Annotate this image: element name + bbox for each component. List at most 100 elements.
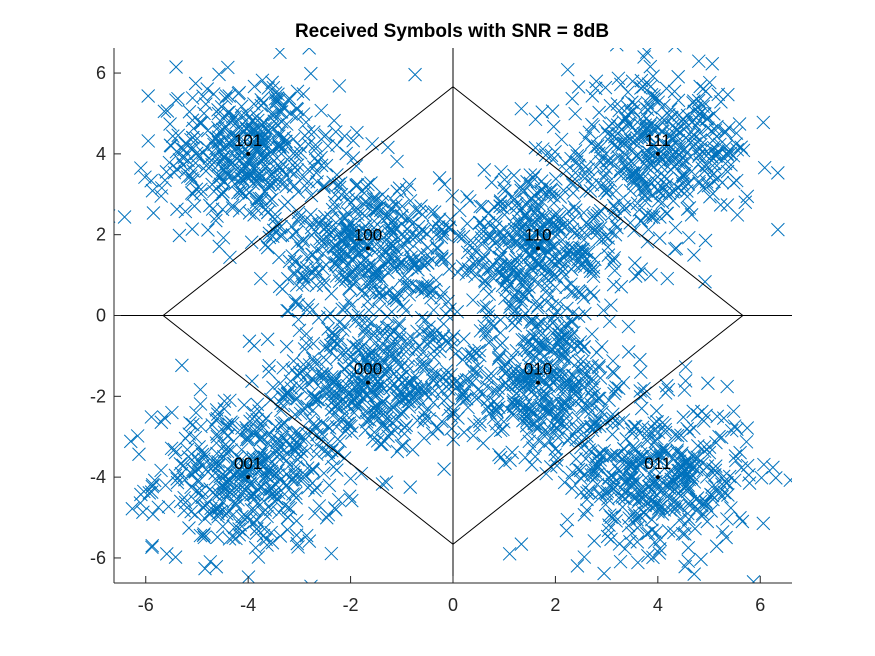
received-symbol-marker bbox=[547, 189, 561, 204]
received-symbol-marker bbox=[395, 270, 410, 285]
received-symbol-marker bbox=[217, 402, 232, 416]
received-symbol-marker bbox=[354, 466, 369, 481]
received-symbol-marker bbox=[482, 230, 497, 244]
received-symbol-marker bbox=[217, 175, 231, 189]
received-symbol-marker bbox=[756, 516, 771, 531]
received-symbol-marker bbox=[586, 289, 601, 303]
received-symbol-marker bbox=[679, 153, 693, 168]
received-symbol-marker bbox=[555, 264, 570, 279]
received-symbol-marker bbox=[208, 454, 223, 469]
received-symbol-marker bbox=[394, 369, 409, 384]
received-symbol-marker bbox=[197, 527, 211, 541]
received-symbol-marker bbox=[652, 546, 667, 560]
received-symbol-marker bbox=[276, 131, 290, 146]
received-symbol-marker bbox=[397, 236, 411, 251]
received-symbol-marker bbox=[134, 487, 148, 502]
received-symbol-marker bbox=[198, 499, 213, 513]
received-symbol-marker bbox=[559, 376, 573, 391]
received-symbol-marker bbox=[239, 420, 254, 435]
received-symbol-marker bbox=[165, 129, 180, 143]
received-symbol-marker bbox=[695, 506, 710, 521]
received-symbol-marker bbox=[141, 89, 156, 103]
received-symbol-marker bbox=[638, 188, 653, 203]
received-symbol-marker bbox=[271, 87, 285, 102]
received-symbol-marker bbox=[623, 458, 638, 473]
received-symbol-marker bbox=[600, 127, 615, 141]
received-symbol-marker bbox=[499, 273, 514, 288]
received-symbol-marker bbox=[612, 194, 627, 209]
received-symbol-marker bbox=[514, 183, 529, 198]
received-symbol-marker bbox=[601, 248, 616, 262]
received-symbol-marker bbox=[227, 520, 242, 535]
received-symbol-marker bbox=[159, 165, 174, 179]
received-symbol-marker bbox=[505, 257, 519, 272]
received-symbol-marker bbox=[516, 226, 531, 241]
received-symbol-marker bbox=[254, 194, 269, 209]
received-symbol-marker bbox=[251, 482, 265, 496]
received-symbol-marker bbox=[621, 319, 636, 334]
received-symbol-marker bbox=[641, 526, 656, 540]
received-symbol-marker bbox=[345, 426, 359, 440]
constellation-point bbox=[365, 380, 370, 385]
received-symbol-marker bbox=[444, 421, 459, 436]
received-symbol-marker bbox=[142, 486, 157, 500]
received-symbol-marker bbox=[349, 340, 364, 354]
received-symbol-marker bbox=[292, 323, 307, 338]
received-symbol-marker bbox=[609, 447, 624, 462]
received-symbol-marker bbox=[125, 501, 140, 516]
received-symbol-marker bbox=[171, 91, 185, 106]
received-symbol-marker bbox=[358, 423, 373, 438]
received-symbol-marker bbox=[270, 118, 285, 132]
received-symbol-marker bbox=[141, 134, 156, 148]
received-symbol-marker bbox=[289, 255, 303, 269]
received-symbol-marker bbox=[206, 459, 220, 473]
received-symbol-marker bbox=[160, 104, 175, 118]
received-symbol-marker bbox=[611, 415, 626, 430]
received-symbol-marker bbox=[207, 137, 221, 152]
received-symbol-marker bbox=[593, 453, 608, 467]
y-tick-label: 2 bbox=[96, 225, 106, 245]
received-symbol-marker bbox=[600, 529, 615, 544]
received-symbol-marker bbox=[316, 246, 330, 261]
received-symbol-marker bbox=[291, 452, 305, 467]
constellation-point bbox=[365, 246, 370, 251]
received-symbol-marker bbox=[381, 140, 395, 155]
received-symbol-marker bbox=[530, 300, 545, 315]
received-symbol-marker bbox=[337, 252, 352, 266]
received-symbol-marker bbox=[229, 162, 244, 177]
received-symbol-marker bbox=[617, 454, 632, 469]
received-symbol-marker bbox=[237, 398, 252, 412]
received-symbol-marker bbox=[254, 430, 268, 445]
received-symbol-marker bbox=[182, 427, 197, 441]
received-symbol-marker bbox=[401, 212, 415, 226]
received-symbol-marker bbox=[408, 342, 423, 357]
received-symbol-marker bbox=[458, 350, 473, 365]
received-symbol-marker bbox=[368, 326, 382, 341]
received-symbol-marker bbox=[360, 388, 375, 403]
received-symbol-marker bbox=[588, 81, 603, 96]
received-symbol-marker bbox=[400, 331, 415, 346]
received-symbol-marker bbox=[138, 170, 152, 185]
received-symbol-marker bbox=[592, 412, 607, 427]
received-symbol-marker bbox=[361, 177, 375, 192]
received-symbol-marker bbox=[726, 175, 741, 190]
received-symbol-marker bbox=[646, 210, 661, 225]
constellation-label: 111 bbox=[645, 131, 671, 150]
received-symbol-marker bbox=[178, 204, 193, 219]
received-symbol-marker bbox=[513, 179, 528, 194]
received-symbol-marker bbox=[364, 275, 379, 290]
received-symbol-marker bbox=[625, 167, 639, 182]
received-symbol-marker bbox=[604, 510, 618, 525]
received-symbol-marker bbox=[576, 419, 590, 434]
received-symbol-marker bbox=[534, 315, 549, 330]
received-symbol-marker bbox=[383, 413, 398, 428]
received-symbol-marker bbox=[669, 241, 684, 256]
received-symbol-marker bbox=[710, 146, 724, 161]
received-symbol-marker bbox=[637, 381, 651, 396]
received-symbol-marker bbox=[252, 446, 267, 461]
received-symbol-marker bbox=[647, 416, 662, 431]
received-symbol-marker bbox=[700, 514, 715, 529]
received-symbol-marker bbox=[585, 371, 599, 386]
received-symbol-marker bbox=[293, 146, 308, 160]
received-symbol-marker bbox=[282, 438, 296, 453]
